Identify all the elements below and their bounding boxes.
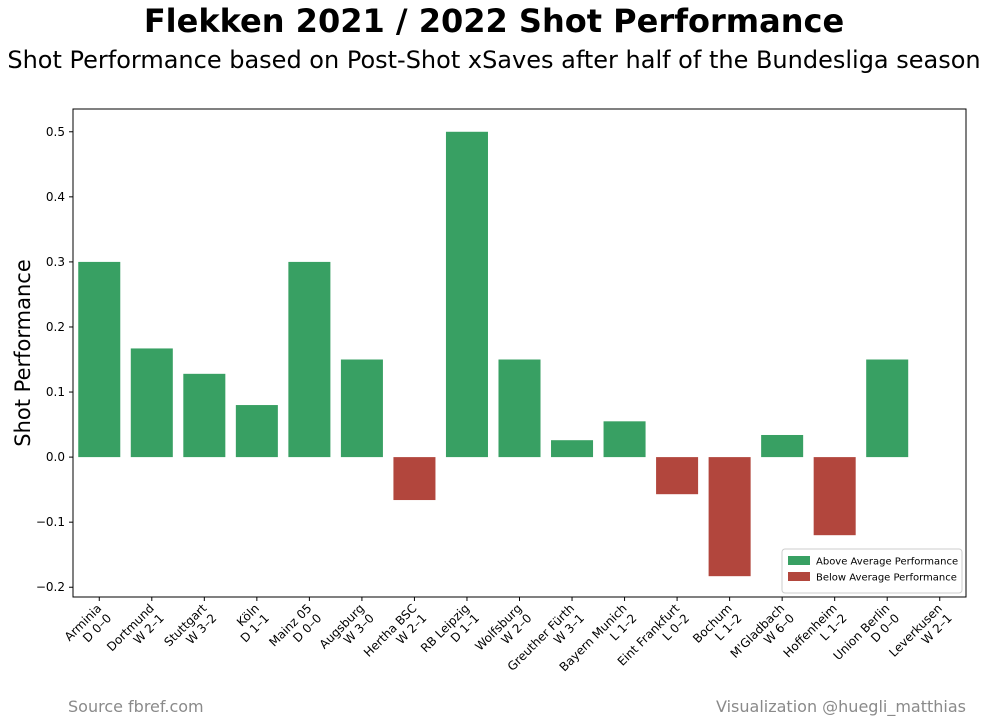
legend-swatch [788, 572, 810, 581]
legend: Above Average Performance Below Average P… [781, 548, 963, 594]
legend-label: Below Average Performance [816, 573, 957, 584]
bar-12 [708, 457, 751, 577]
x-tick-label: RB LeipzigD 1–1 [418, 601, 482, 665]
bar-1 [130, 348, 173, 458]
bar-11 [656, 457, 699, 495]
plot-frame [72, 108, 967, 598]
y-tick-label: 0.3 [46, 255, 65, 269]
bar-10 [603, 421, 646, 458]
x-tick-label: DortmundW 2–1 [104, 601, 167, 664]
y-axis: −0.2 −0.1 0.0 0.1 0.2 0.3 0.4 0.5 [36, 125, 73, 594]
bar-13 [761, 434, 804, 458]
bar-9 [551, 440, 594, 458]
y-tick-label: −0.2 [36, 580, 65, 594]
y-tick-label: 0.0 [46, 450, 65, 464]
chart-subtitle: Shot Performance based on Post-Shot xSav… [7, 46, 981, 74]
chart-title: Flekken 2021 / 2022 Shot Performance [143, 2, 845, 40]
bar-7 [445, 131, 488, 458]
bar-0 [78, 261, 121, 458]
y-tick-label: 0.2 [46, 320, 65, 334]
x-tick-label: StuttgartW 3–2 [161, 601, 219, 659]
credit-note: Visualization @huegli_matthias [716, 697, 966, 716]
y-tick-label: 0.4 [46, 190, 65, 204]
bar-4 [288, 261, 331, 458]
bar-2 [183, 373, 226, 458]
bar-3 [235, 405, 278, 458]
bars-group [78, 131, 909, 577]
x-tick-label: KölnD 1–1 [228, 601, 272, 645]
x-tick-label: Union BerlinD 0–0 [831, 601, 903, 673]
bar-15 [866, 359, 909, 458]
y-tick-label: 0.1 [46, 385, 65, 399]
y-tick-label: −0.1 [36, 515, 65, 529]
x-tick-label: Mainz 05D 0–0 [266, 601, 324, 659]
x-tick-label: LeverkusenW 2–1 [886, 601, 954, 669]
bar-14 [813, 457, 856, 536]
legend-box [781, 548, 963, 594]
y-tick-label: 0.5 [46, 125, 65, 139]
bar-8 [498, 359, 541, 458]
source-note: Source fbref.com [68, 697, 204, 716]
x-tick-label: Hertha BSCW 2–1 [361, 601, 429, 669]
y-axis-label: Shot Performance [11, 259, 35, 446]
bar-6 [393, 457, 436, 501]
x-tick-label: M'GladbachW 6–0 [728, 601, 798, 671]
bar-5 [340, 359, 383, 458]
legend-swatch [788, 556, 810, 565]
legend-label: Above Average Performance [816, 557, 958, 568]
